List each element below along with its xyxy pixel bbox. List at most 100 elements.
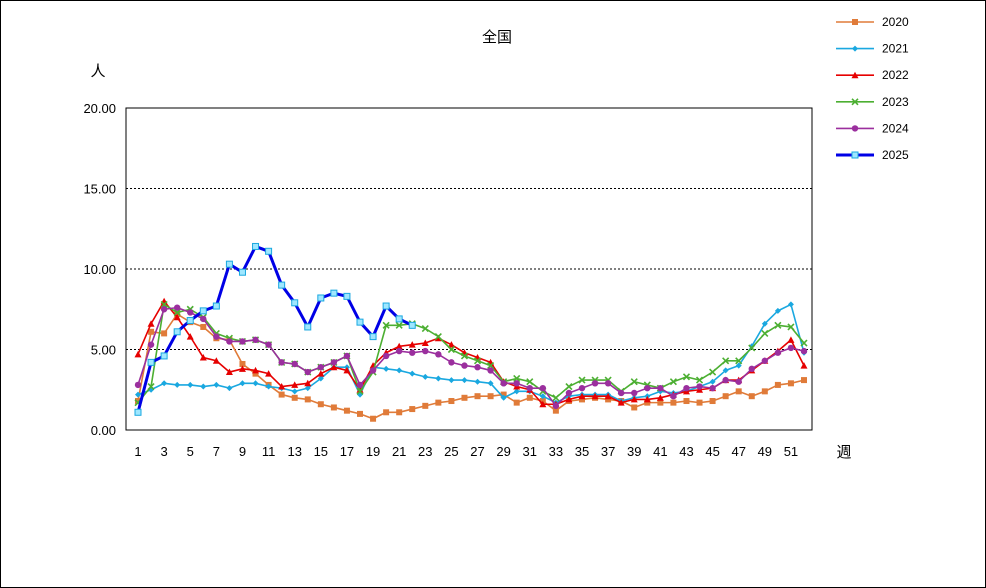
data-point-2024 [330, 359, 338, 366]
x-tick-label: 51 [784, 444, 798, 459]
data-point-2020 [500, 391, 507, 398]
series-2025 [134, 242, 416, 416]
data-point-2023 [356, 387, 364, 395]
data-point-2025 [369, 333, 377, 341]
data-point-2024 [317, 364, 325, 371]
legend-swatch-marker [852, 45, 858, 52]
data-point-2025 [408, 321, 416, 329]
data-point-2022 [565, 395, 573, 403]
data-point-2025 [356, 318, 364, 326]
data-point-2025 [291, 299, 299, 307]
x-tick-label: 39 [627, 444, 641, 459]
data-point-2024 [617, 389, 625, 397]
x-tick-label: 47 [731, 444, 745, 459]
data-point-2023 [682, 373, 691, 381]
x-tick-label: 49 [758, 444, 772, 459]
legend-label: 2022 [882, 68, 909, 82]
data-point-2024 [278, 359, 285, 366]
x-tick-label: 27 [470, 444, 484, 459]
data-point-2021 [304, 385, 311, 392]
data-point-2020 [161, 330, 168, 337]
data-point-2021 [161, 380, 168, 387]
data-point-2021 [239, 380, 246, 387]
data-point-2022 [199, 354, 207, 361]
data-point-2020 [448, 398, 455, 405]
data-point-2020 [696, 399, 703, 406]
data-point-2021 [252, 380, 259, 387]
y-tick-label: 15.00 [83, 182, 116, 197]
y-axis-unit-label: 人 [90, 63, 105, 80]
data-point-2021 [461, 377, 468, 384]
data-point-2024 [722, 376, 729, 384]
data-point-2024 [422, 347, 429, 355]
data-point-2020 [657, 399, 664, 406]
series-line-2022 [137, 300, 805, 406]
data-point-2024 [644, 384, 651, 392]
data-point-2024 [134, 381, 142, 389]
y-tick-label: 10.00 [83, 262, 116, 277]
x-axis-unit-label: 週 [836, 444, 851, 461]
legend-label: 2020 [882, 15, 909, 29]
data-point-2021 [265, 383, 272, 390]
data-point-2023 [460, 352, 469, 360]
data-point-2020 [644, 399, 651, 406]
x-tick-label: 17 [340, 444, 354, 459]
series-line-2024 [137, 306, 805, 407]
x-axis-ticks: 1 3 5 7 9 11 13 15 17 19 21 23 25 27 29 31 33 35 37 39 41 43 4… [134, 444, 798, 459]
data-point-2024 [787, 344, 795, 352]
data-point-2022 [800, 362, 808, 369]
data-point-2022 [539, 400, 547, 408]
data-point-2023 [552, 394, 560, 402]
data-point-2020 [683, 398, 690, 405]
data-point-2025 [186, 317, 194, 325]
data-point-2024 [461, 362, 468, 369]
data-point-2024 [552, 402, 560, 410]
data-point-2022 [434, 334, 442, 342]
data-point-2024 [239, 338, 246, 345]
data-point-2020 [239, 360, 246, 367]
legend-swatch-marker [851, 125, 859, 132]
y-tick-label: 20.00 [83, 101, 116, 116]
data-point-2021 [748, 343, 755, 350]
data-point-2024 [382, 352, 390, 360]
data-point-2024 [265, 341, 272, 348]
data-point-2025 [330, 289, 338, 297]
data-point-2020 [605, 396, 612, 403]
data-point-2020 [317, 401, 324, 408]
data-point-2024 [631, 389, 638, 397]
data-point-2021 [226, 385, 233, 392]
chart-title: 全国 [482, 28, 512, 46]
x-tick-label: 33 [549, 444, 563, 459]
data-point-2023 [565, 382, 573, 391]
data-point-2023 [722, 357, 730, 365]
data-point-2024 [304, 368, 311, 376]
data-point-2022 [630, 395, 638, 403]
data-point-2024 [252, 336, 259, 344]
data-point-2021 [187, 381, 194, 388]
data-point-2022 [591, 392, 599, 400]
data-point-2020 [148, 328, 155, 335]
data-point-2024 [369, 367, 377, 374]
y-tick-label: 0.00 [91, 423, 116, 438]
data-point-2024 [539, 384, 547, 392]
data-point-2024 [696, 383, 703, 390]
x-tick-label: 3 [161, 444, 168, 459]
data-point-2022 [212, 357, 220, 364]
data-point-2020 [761, 388, 768, 395]
y-axis-ticks: 0.00 5.00 10.00 15.00 20.00 [83, 101, 116, 438]
data-point-2022 [408, 341, 416, 348]
data-point-2025 [265, 247, 273, 255]
data-point-2025 [343, 292, 351, 300]
data-point-2024 [500, 380, 507, 387]
data-point-2022 [578, 392, 586, 400]
data-point-2024 [213, 333, 220, 340]
data-point-2022 [395, 342, 403, 350]
legend-item-2023: 2023 [836, 95, 909, 109]
data-point-2020 [670, 399, 677, 406]
x-tick-label: 43 [679, 444, 693, 459]
x-tick-label: 13 [287, 444, 301, 459]
data-point-2024 [409, 349, 416, 356]
x-tick-label: 7 [213, 444, 220, 459]
data-point-2024 [683, 384, 690, 392]
x-tick-label: 9 [239, 444, 246, 459]
